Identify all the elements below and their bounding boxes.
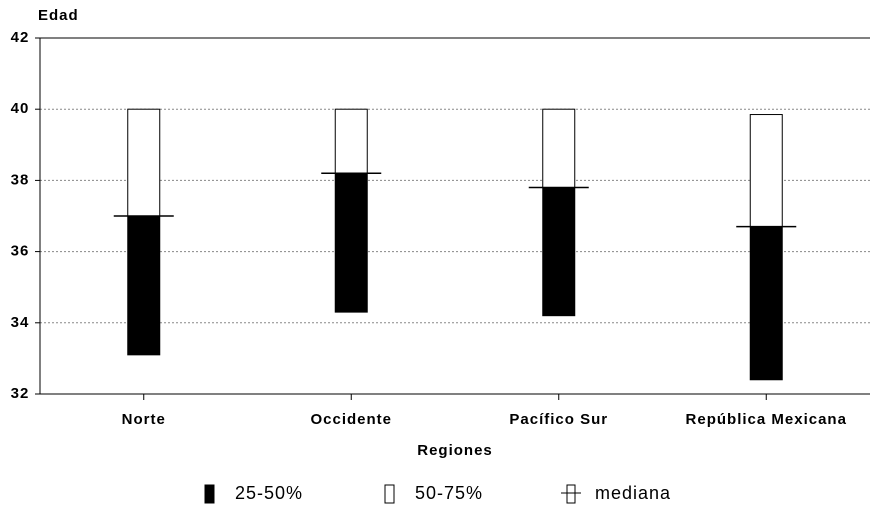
box-upper <box>127 108 161 217</box>
legend-swatch <box>566 484 576 504</box>
y-tick-label: 36 <box>11 243 30 260</box>
y-tick-label: 40 <box>11 100 30 117</box>
box-upper <box>749 114 783 228</box>
y-tick-label: 32 <box>11 385 30 402</box>
y-tick-label: 34 <box>11 314 30 331</box>
legend-swatch <box>384 484 395 504</box>
x-tick-label: República Mexicana <box>686 411 847 428</box>
x-axis-label: Regiones <box>417 442 493 459</box>
y-tick-label: 42 <box>11 29 30 46</box>
x-tick-label: Norte <box>122 411 166 428</box>
box-lower <box>542 187 576 317</box>
box-upper <box>334 108 368 174</box>
legend-label: 50-75% <box>415 483 483 503</box>
x-tick-label: Occidente <box>310 411 392 428</box>
box-lower <box>749 226 783 381</box>
x-tick-label: Pacífico Sur <box>509 411 608 428</box>
box-upper <box>542 108 576 189</box>
legend-label: mediana <box>595 483 671 503</box>
legend-label: 25-50% <box>235 483 303 503</box>
legend-swatch <box>204 484 215 504</box>
y-tick-label: 38 <box>11 171 30 188</box>
box-lower <box>334 172 368 313</box>
box-lower <box>127 215 161 356</box>
y-axis-label: Edad <box>38 7 79 24</box>
